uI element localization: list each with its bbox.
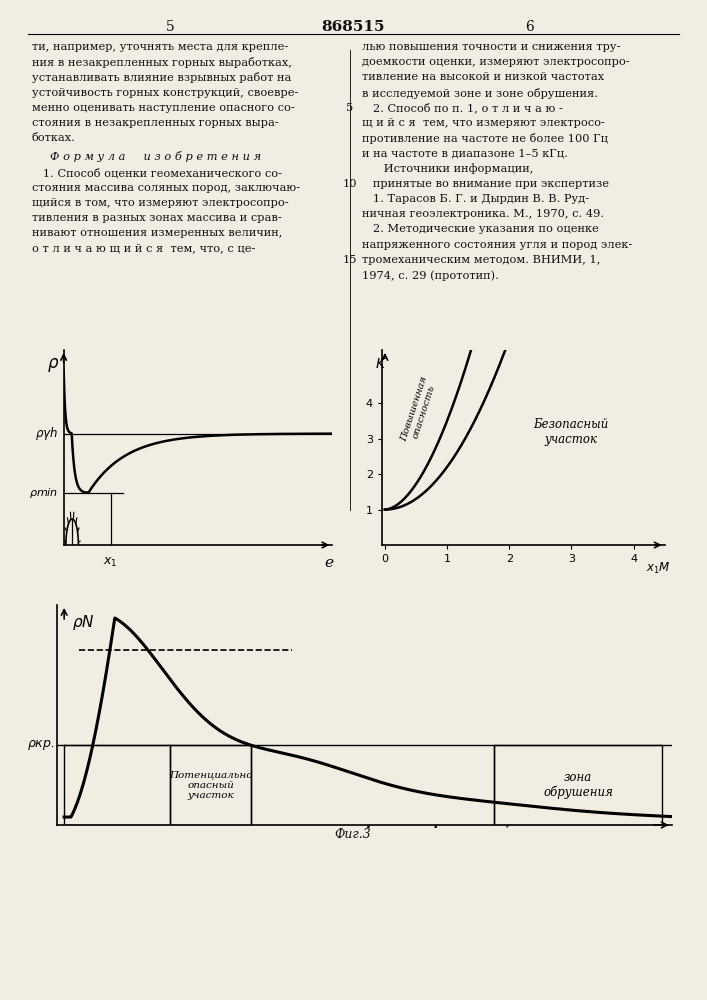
Text: Повышенная
опасность: Повышенная опасность (399, 375, 439, 446)
Text: щ и й с я  тем, что измеряют электросо-: щ и й с я тем, что измеряют электросо- (362, 118, 605, 128)
Text: зона
обрушения: зона обрушения (543, 771, 613, 799)
Text: K: K (375, 357, 385, 371)
Text: напряженного состояния угля и пород элек-: напряженного состояния угля и пород элек… (362, 240, 632, 250)
Bar (170, 745, 252, 825)
Text: 10: 10 (343, 179, 357, 189)
Text: 1. Тарасов Б. Г. и Дырдин В. В. Руд-: 1. Тарасов Б. Г. и Дырдин В. В. Руд- (362, 194, 589, 204)
Text: 5: 5 (165, 20, 175, 34)
Text: $\rho min$: $\rho min$ (29, 486, 58, 500)
Text: $\rho N$: $\rho N$ (71, 613, 95, 632)
Text: Ф о р м у л а     и з о б р е т е н и я: Ф о р м у л а и з о б р е т е н и я (50, 151, 261, 162)
Text: щийся в том, что измеряют электросопро-: щийся в том, что измеряют электросопро- (32, 198, 288, 208)
Text: e: e (325, 556, 333, 570)
Text: 1. Способ оценки геомеханического со-: 1. Способ оценки геомеханического со- (32, 168, 282, 178)
Text: ботках.: ботках. (32, 133, 76, 143)
Text: и на частоте в диапазоне 1–5 кГц.: и на частоте в диапазоне 1–5 кГц. (362, 148, 568, 158)
Text: стояния в незакрепленных горных выра-: стояния в незакрепленных горных выра- (32, 118, 279, 128)
Text: $x_1$M: $x_1$M (646, 561, 671, 576)
Text: тромеханическим методом. ВНИМИ, 1,: тромеханическим методом. ВНИМИ, 1, (362, 255, 600, 265)
Text: тивления в разных зонах массива и срав-: тивления в разных зонах массива и срав- (32, 213, 282, 223)
Text: $\rho$кр.: $\rho$кр. (28, 738, 55, 752)
Text: Фиг.3: Фиг.3 (334, 828, 371, 841)
Bar (494, 745, 662, 825)
Text: стояния массива соляных пород, заключаю-: стояния массива соляных пород, заключаю- (32, 183, 300, 193)
Text: Источники информации,: Источники информации, (362, 164, 533, 174)
Text: Фиг.1: Фиг.1 (157, 533, 194, 546)
Text: тивление на высокой и низкой частотах: тивление на высокой и низкой частотах (362, 72, 604, 82)
Text: устанавливать влияние взрывных работ на: устанавливать влияние взрывных работ на (32, 72, 291, 83)
Text: лью повышения точности и снижения тру-: лью повышения точности и снижения тру- (362, 42, 621, 52)
Text: Удаление от забоя горной выработки,ᴹ: Удаление от забоя горной выработки,ᴹ (185, 812, 521, 828)
Text: 2. Способ по п. 1, о т л и ч а ю -: 2. Способ по п. 1, о т л и ч а ю - (362, 103, 563, 114)
Text: менно оценивать наступление опасного со-: менно оценивать наступление опасного со- (32, 103, 295, 113)
Text: ния в незакрепленных горных выработках,: ния в незакрепленных горных выработках, (32, 57, 292, 68)
Text: Фиг.2: Фиг.2 (512, 533, 549, 546)
Text: нивают отношения измеренных величин,: нивают отношения измеренных величин, (32, 228, 282, 238)
Text: 6: 6 (525, 20, 534, 34)
Text: 5: 5 (346, 103, 354, 113)
Text: ничная геоэлектроника. М., 1970, с. 49.: ничная геоэлектроника. М., 1970, с. 49. (362, 209, 604, 219)
Text: о т л и ч а ю щ и й с я  тем, что, с це-: о т л и ч а ю щ и й с я тем, что, с це- (32, 244, 255, 254)
Text: $x_1$: $x_1$ (103, 556, 118, 569)
Text: доемкости оценки, измеряют электросопро-: доемкости оценки, измеряют электросопро- (362, 57, 630, 67)
Text: 15: 15 (343, 255, 357, 265)
Text: $\rho$: $\rho$ (47, 356, 59, 374)
Text: Безопасный
участок: Безопасный участок (534, 418, 609, 446)
Text: 2. Методические указания по оценке: 2. Методические указания по оценке (362, 224, 599, 234)
Text: принятые во внимание при экспертизе: принятые во внимание при экспертизе (362, 179, 609, 189)
Text: $\rho\gamma h$: $\rho\gamma h$ (35, 425, 58, 442)
Text: Потенциально
опасный
участок: Потенциально опасный участок (169, 770, 252, 800)
Text: противление на частоте не более 100 Гц: противление на частоте не более 100 Гц (362, 133, 608, 144)
Text: в исследуемой зоне и зоне обрушения.: в исследуемой зоне и зоне обрушения. (362, 88, 598, 99)
Text: 1974, с. 29 (прототип).: 1974, с. 29 (прототип). (362, 270, 499, 281)
Text: 868515: 868515 (322, 20, 385, 34)
Text: устойчивость горных конструкций, своевре-: устойчивость горных конструкций, своевре… (32, 88, 298, 98)
Text: ти, например, уточнять места для крепле-: ти, например, уточнять места для крепле- (32, 42, 288, 52)
